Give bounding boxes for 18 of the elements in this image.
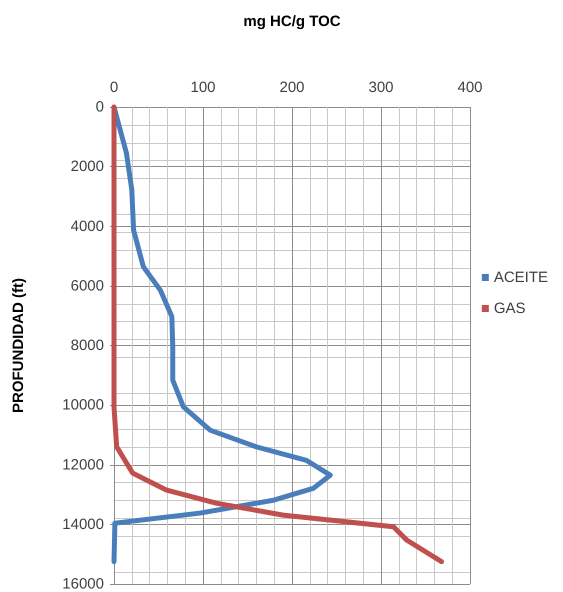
- y-tick-label: 16000: [62, 576, 104, 592]
- y-tick-label: 6000: [70, 277, 104, 294]
- x-tick-label: 400: [457, 79, 483, 96]
- legend-label: GAS: [494, 300, 526, 317]
- y-tick-label: 12000: [62, 456, 104, 474]
- x-axis-title: mg HC/g TOC: [243, 13, 341, 30]
- y-axis-title: PROFUNDIDAD (ft): [10, 278, 27, 413]
- x-tick-label: 100: [190, 79, 216, 96]
- legend-label: ACEITE: [494, 269, 548, 286]
- y-tick-label: 0: [96, 98, 104, 116]
- x-tick-label: 200: [279, 79, 305, 96]
- x-tick-label: 0: [110, 79, 118, 96]
- x-tick-label: 300: [368, 79, 394, 96]
- y-tick-label: 10000: [62, 396, 104, 414]
- y-tick-label: 4000: [70, 218, 104, 235]
- y-tick-label: 2000: [70, 158, 104, 176]
- y-tick-label: 14000: [62, 516, 104, 533]
- y-tick-label: 8000: [70, 337, 104, 354]
